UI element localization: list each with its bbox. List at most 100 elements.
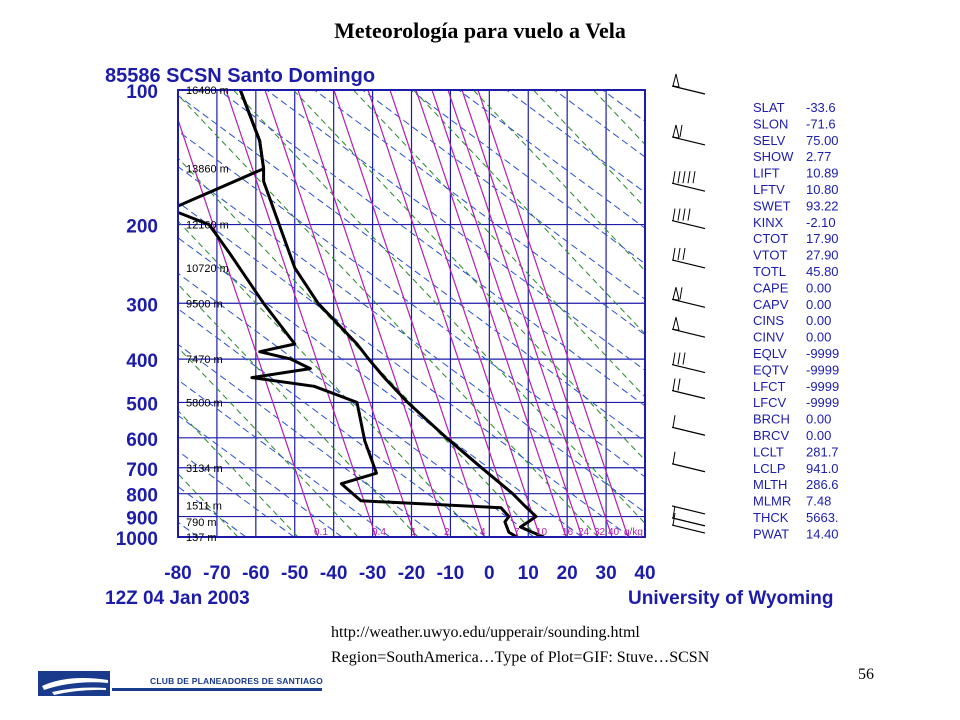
index-value: 10.89 [806, 166, 839, 181]
pressure-tick-label: 400 [126, 351, 158, 372]
temperature-tick-label: -80 [164, 563, 191, 584]
index-name: LFCV [753, 395, 787, 410]
wind-barbs [671, 73, 706, 534]
index-value: 17.90 [806, 231, 839, 246]
glider-logo-icon [38, 671, 322, 696]
moist-adiabat-line [178, 308, 487, 537]
temperature-tick-label: -70 [203, 563, 230, 584]
wind-barb [671, 415, 706, 436]
index-name: BRCH [753, 412, 790, 427]
mixing-ratio-line [225, 90, 377, 537]
index-name: CAPV [753, 297, 789, 312]
index-value: 5663. [806, 510, 839, 525]
temperature-tick-label: 40 [634, 563, 655, 584]
moist-adiabat-line [178, 237, 583, 537]
temperature-tick-label: -20 [398, 563, 425, 584]
index-name: THCK [753, 510, 789, 525]
moist-adiabat-line [178, 450, 295, 537]
mixing-ratio-label: 1 [411, 527, 417, 538]
source-url[interactable]: http://weather.uwyo.edu/upperair/soundin… [331, 624, 640, 641]
height-label: 10720 m [186, 263, 229, 275]
mixing-ratio-label: 40 [608, 527, 620, 538]
index-name: TOTL [753, 264, 786, 279]
mixing-ratio-label: 10 [536, 527, 548, 538]
index-value: -9999 [806, 362, 839, 377]
pressure-tick-label: 100 [126, 82, 158, 103]
index-value: 45.80 [806, 264, 839, 279]
index-value: -2.10 [806, 215, 836, 230]
index-value: 281.7 [806, 444, 839, 459]
index-name: LCLP [753, 461, 786, 476]
dry-adiabat-line [178, 94, 599, 537]
index-name: MLTH [753, 477, 787, 492]
index-name: LIFT [753, 166, 780, 181]
wind-barb [671, 73, 706, 95]
index-name: EQLV [753, 346, 787, 361]
index-name: SWET [753, 198, 791, 213]
mixing-ratio-line [447, 90, 599, 537]
dry-adiabat-line [178, 346, 359, 537]
temperature-tick-label: -40 [320, 563, 347, 584]
mixing-ratio-line [367, 90, 519, 537]
dry-adiabat-line [412, 90, 645, 335]
index-value: 2.77 [806, 149, 831, 164]
wind-barb [671, 352, 706, 374]
temperature-axis: -80 -70 -60 -50 -40 -30 -20 -10 0 10 20 30 40 [164, 563, 655, 584]
index-name: SLAT [753, 100, 785, 115]
index-value: 75.00 [806, 133, 839, 148]
pressure-tick-label: 500 [126, 394, 158, 415]
moist-adiabat-line [178, 414, 343, 537]
pressure-tick-label: 1000 [116, 529, 158, 550]
index-value: 10.80 [806, 182, 839, 197]
chart-date: 12Z 04 Jan 2003 [105, 588, 250, 609]
index-name: BRCV [753, 428, 789, 443]
index-name: LFCT [753, 379, 786, 394]
index-name: LCLT [753, 444, 784, 459]
dewpoint-profile [178, 90, 518, 537]
mixing-ratio-label: 7 [514, 527, 520, 538]
moist-adiabat-line [266, 90, 645, 371]
index-value: 0.00 [806, 297, 831, 312]
index-value: 0.00 [806, 330, 831, 345]
moist-adiabat-line [178, 272, 535, 537]
moist-adiabat-line [0, 90, 54, 537]
moist-adiabat-line [0, 90, 6, 537]
dry-adiabat-line [178, 283, 419, 537]
dry-adiabat-line [893, 90, 960, 537]
moist-adiabat-line [362, 90, 645, 300]
index-value: 0.00 [806, 313, 831, 328]
wind-barb [671, 171, 706, 192]
logo-text: CLUB DE PLANEADORES DE SANTIAGO [150, 676, 323, 686]
height-label: 7470 m [186, 354, 223, 366]
temperature-tick-label: 10 [518, 563, 539, 584]
dry-adiabat-line [773, 90, 960, 537]
height-label: 1511 m [186, 500, 222, 512]
index-value: -33.6 [806, 100, 836, 115]
pressure-tick-label: 600 [126, 430, 158, 451]
dry-adiabat-line [352, 90, 645, 398]
temperature-tick-label: -50 [281, 563, 308, 584]
index-name: SLON [753, 116, 788, 131]
index-value: 0.00 [806, 280, 831, 295]
wind-barb [671, 505, 706, 527]
moist-adiabat-line [218, 90, 645, 407]
dry-adiabat-line [0, 90, 58, 537]
temperature-tick-label: 30 [596, 563, 617, 584]
mixing-ratio-line [264, 90, 416, 537]
height-label: 9500 m [186, 298, 223, 310]
index-name: EQTV [753, 362, 789, 377]
pressure-tick-label: 300 [126, 295, 158, 316]
pressure-tick-label: 800 [126, 486, 158, 507]
mixing-ratio-line [431, 90, 583, 537]
index-name: PWAT [753, 526, 789, 541]
mixing-ratio-label: g/kg [624, 527, 643, 538]
mixing-ratio-line [415, 90, 567, 537]
index-value: 14.40 [806, 526, 839, 541]
wind-barb [671, 512, 706, 534]
index-value: -71.6 [806, 116, 836, 131]
temperature-tick-label: -60 [242, 563, 269, 584]
mixing-ratio-label: 0.4 [372, 527, 386, 538]
moist-adiabat-line [178, 521, 199, 537]
moist-adiabat-line [0, 90, 102, 537]
